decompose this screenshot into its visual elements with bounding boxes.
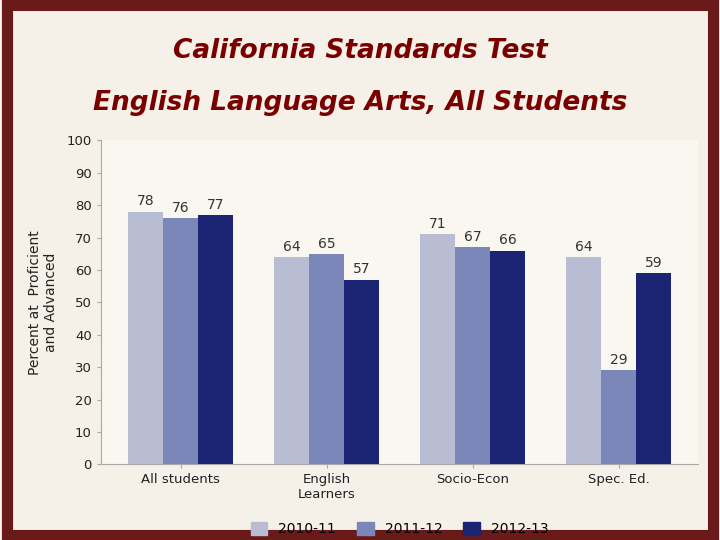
Bar bbox=[636, 273, 671, 464]
Bar bbox=[344, 280, 379, 464]
Text: 64: 64 bbox=[283, 240, 300, 254]
Bar bbox=[274, 257, 309, 464]
Bar bbox=[309, 254, 344, 464]
Bar bbox=[163, 218, 198, 464]
Text: 64: 64 bbox=[575, 240, 593, 254]
Text: California Standards Test: California Standards Test bbox=[173, 38, 547, 64]
Text: 76: 76 bbox=[172, 201, 189, 215]
Text: 57: 57 bbox=[353, 262, 370, 276]
Text: 78: 78 bbox=[137, 194, 154, 208]
Text: 71: 71 bbox=[428, 217, 446, 231]
Legend: 2010-11, 2011-12, 2012-13: 2010-11, 2011-12, 2012-13 bbox=[245, 517, 554, 540]
Bar bbox=[455, 247, 490, 464]
Text: 65: 65 bbox=[318, 237, 336, 251]
Bar bbox=[566, 257, 601, 464]
Text: English Language Arts, All Students: English Language Arts, All Students bbox=[93, 90, 627, 116]
Bar bbox=[601, 370, 636, 464]
Bar bbox=[420, 234, 455, 464]
Bar bbox=[490, 251, 525, 464]
Text: 29: 29 bbox=[610, 353, 627, 367]
Bar bbox=[128, 212, 163, 464]
Bar bbox=[198, 215, 233, 464]
Text: 59: 59 bbox=[645, 256, 662, 270]
Text: 77: 77 bbox=[207, 198, 225, 212]
Y-axis label: Percent at  Proficient
and Advanced: Percent at Proficient and Advanced bbox=[28, 230, 58, 375]
Text: 67: 67 bbox=[464, 230, 482, 244]
Text: 66: 66 bbox=[499, 233, 516, 247]
